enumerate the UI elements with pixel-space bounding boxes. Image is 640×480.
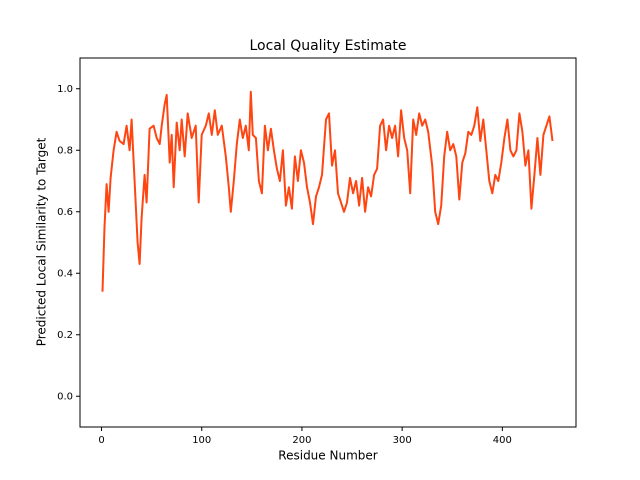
data-line	[101, 90, 554, 292]
y-tick-label: 0.6	[57, 207, 73, 218]
plot-frame	[79, 57, 577, 428]
x-tick-label: 200	[292, 435, 311, 446]
x-tick-label: 0	[98, 435, 104, 446]
x-tick-label: 400	[493, 435, 512, 446]
x-tick-label: 100	[192, 435, 211, 446]
y-tick-label: 0.4	[57, 268, 73, 279]
y-tick-label: 1.0	[57, 84, 73, 95]
y-tick-label: 0.0	[57, 391, 73, 402]
chart-title: Local Quality Estimate	[249, 38, 406, 54]
y-tick-label: 0.2	[57, 330, 73, 341]
y-tick-label: 0.8	[57, 145, 73, 156]
x-axis-label: Residue Number	[278, 449, 377, 463]
x-tick-label: 300	[393, 435, 412, 446]
y-axis-label: Predicted Local Similarity to Target	[35, 137, 49, 346]
